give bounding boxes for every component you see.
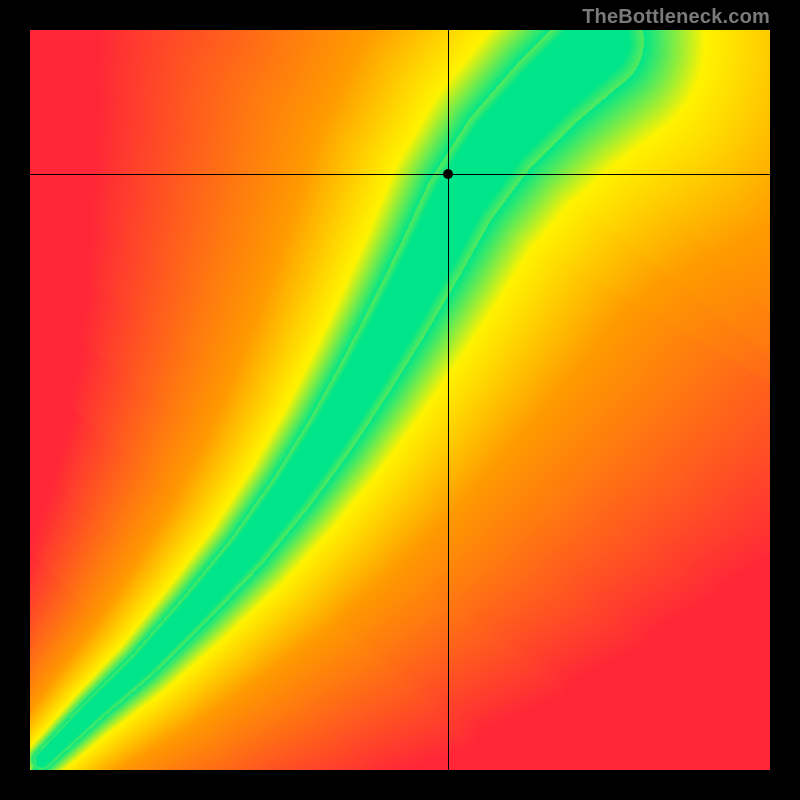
watermark-text: TheBottleneck.com [582, 6, 770, 29]
bottleneck-heatmap [30, 30, 770, 770]
crosshair-horizontal [30, 174, 770, 175]
chart-container: TheBottleneck.com [0, 0, 800, 800]
crosshair-vertical [448, 30, 449, 770]
crosshair-marker [443, 169, 453, 179]
